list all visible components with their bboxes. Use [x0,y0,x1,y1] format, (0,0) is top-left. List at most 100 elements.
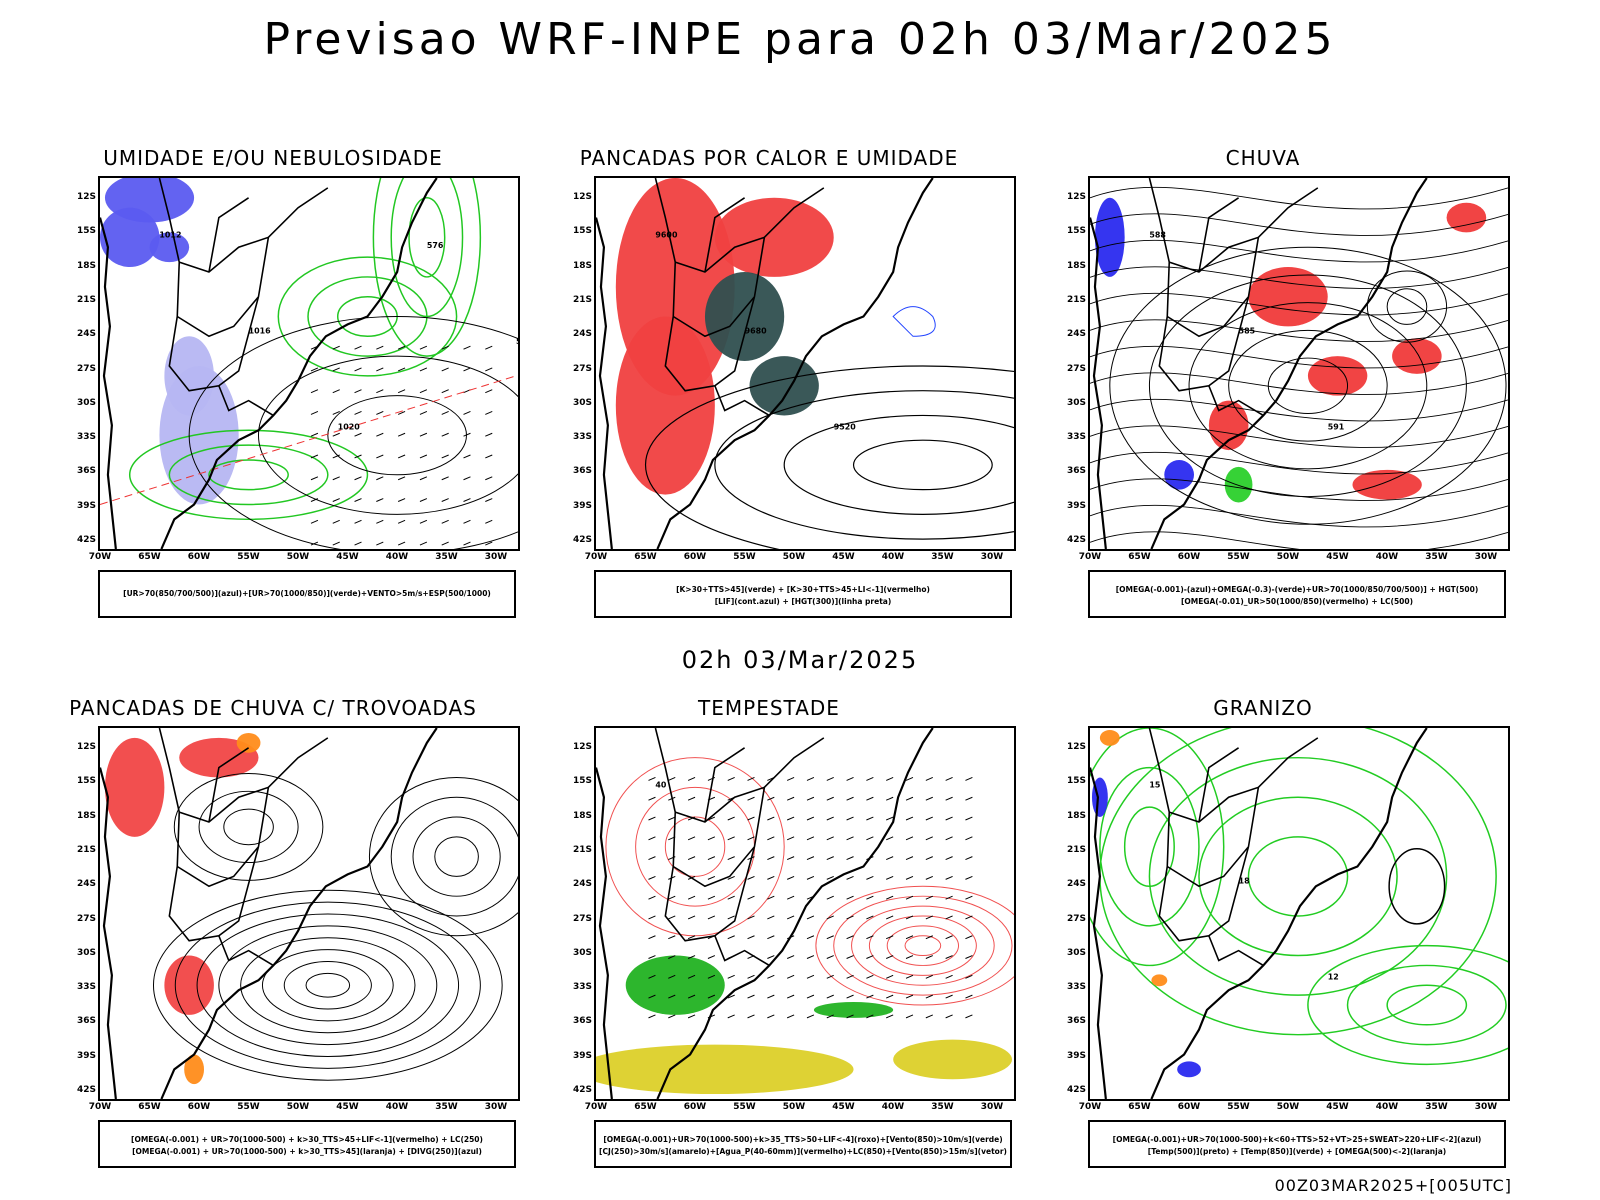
lon-axis-labels: 70W 65W 60W 55W 50W 45W 40W 35W 30W [1079,552,1510,564]
wind-vector [707,836,716,841]
wind-vector [846,1014,854,1019]
contour-label: 9520 [834,422,857,431]
wind-vector [846,974,854,979]
wind-vector [886,777,894,781]
wind-vector [786,856,795,861]
wind-vector [767,935,775,940]
lat-tick-label: 15S [76,226,96,237]
lat-tick-label: 21S [1066,844,1086,855]
lon-tick-label: 35W [435,1102,458,1112]
wind-vector [826,994,834,999]
lat-tick-label: 36S [76,466,96,477]
wind-vector [441,411,449,415]
wind-vector [354,432,362,437]
map-plot: 9600 9680 9520 [594,176,1016,551]
temp850-contour [1198,796,1398,957]
wind-vector [806,915,815,920]
wind-vector [846,935,854,940]
wind-vector [376,367,384,372]
lon-tick-label: 65W [138,1102,161,1112]
wind-vector [945,1014,953,1019]
wind-vector [668,955,676,959]
wind-vector [846,955,854,959]
wind-vector [376,541,384,546]
wind-vector [826,1014,834,1019]
map-plot: 15 18 12 [1088,726,1510,1101]
hgt500-contour [1386,288,1428,325]
rain-red-area [1392,338,1442,374]
lon-tick-label: 30W [1474,1102,1498,1112]
map-plot [98,726,520,1101]
temp850-contour [1099,728,1497,1036]
wind-vector [648,875,656,880]
wind-vector [905,915,914,920]
lon-tick-label: 35W [1425,1102,1448,1112]
wind-vector [419,432,428,437]
wind-vector [668,777,676,781]
wind-vector [806,994,815,999]
panel-pancadas-calor: PANCADAS POR CALOR E UMIDADE 12S 15S 18S 21… [554,146,1016,626]
wind-vector [463,541,471,546]
wind-vector [687,974,696,979]
wind-vector [727,974,735,979]
map-plot: 1012 1016 1020 576 570 [98,176,520,551]
rh-green-contour [128,429,369,521]
wind-vector [354,345,362,350]
convection-red-area [714,197,834,277]
rh-green-contour [277,256,458,377]
lat-tick-label: 21S [572,294,592,305]
lon-tick-label: 40W [385,552,409,562]
wind-vector [376,519,384,524]
coastline [1090,728,1428,1099]
wind-vector [332,389,340,394]
lat-tick-label: 33S [76,432,96,443]
wind-vector [905,955,914,959]
wind-vector [687,856,696,861]
lat-tick-label: 24S [1066,329,1086,340]
panel-legend: [OMEGA(-0.001) + UR>70(1000-500) + k>30_… [98,1120,516,1168]
wind-vector [668,895,676,900]
lat-axis-labels: 12S 15S 18S 21S 24S 27S 30S 33S 36S 39S 42S [1062,726,1086,1101]
lon-tick-label: 45W [336,552,359,562]
lat-tick-label: 27S [572,913,592,924]
panel-chuva: CHUVA 12S 15S 18S 21S 24S 27S 30S 33S 36S 39S 42S 5… [1048,146,1510,626]
wind-vector [866,935,874,940]
rh-green-contour [408,197,446,278]
rh-high-blue-area [149,232,190,263]
wind-vector [485,411,493,415]
legend-line: [LIF](cont.azul) + [HGT(300)](linha pret… [714,597,892,606]
wind-vector [747,816,755,821]
convection-red-area [615,316,715,495]
wind-vector [332,476,340,481]
storm-orange-area [236,732,261,753]
wind-vector [648,915,656,920]
country-border [158,178,329,417]
streamline [1090,398,1508,422]
omega-orange-area [1151,974,1168,987]
lat-tick-label: 24S [1066,879,1086,890]
temp850-contour [1307,944,1508,1066]
streamline [1090,186,1508,210]
wind-vector [419,498,428,502]
wind-vector [376,389,384,394]
wind-vector [945,895,953,900]
wind-vector [441,476,449,481]
hail-blue-area [1177,1061,1201,1078]
lon-axis-labels: 70W 65W 60W 55W 50W 45W 40W 35W 30W [585,552,1016,564]
lon-tick-label: 70W [1078,1102,1102,1112]
lon-tick-label: 55W [733,552,756,562]
wind-vector [485,476,493,481]
lc850-contour [851,905,995,986]
lon-tick-label: 55W [237,1102,260,1112]
lon-tick-label: 45W [832,1102,855,1112]
wind-vector [925,994,933,999]
contour-label: 9600 [655,230,678,239]
streamline [1090,372,1508,395]
wind-vector [419,476,428,481]
wind-vector [965,895,973,900]
wind-vector [727,1014,735,1019]
map-svg: 588 585 591 [1090,178,1508,549]
rain-blue-area [1094,197,1125,277]
wind-vector [826,974,834,979]
lat-tick-label: 27S [76,363,96,374]
